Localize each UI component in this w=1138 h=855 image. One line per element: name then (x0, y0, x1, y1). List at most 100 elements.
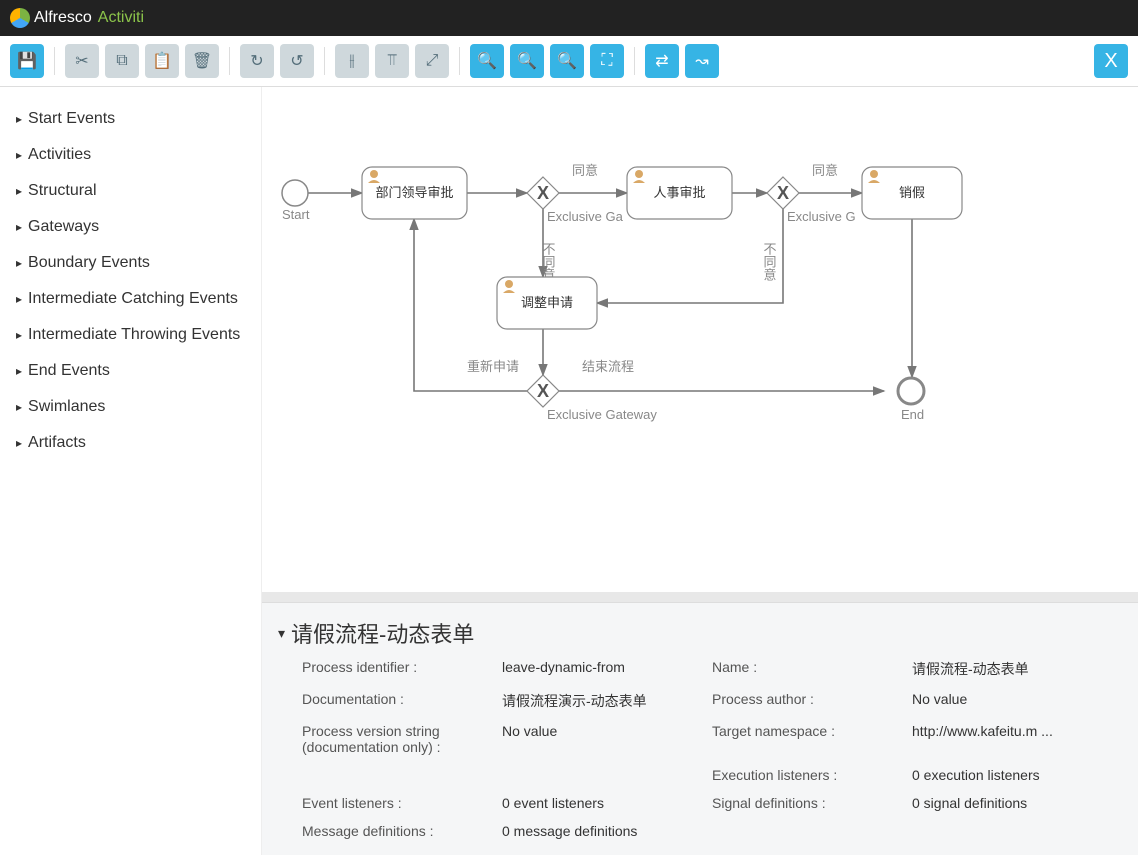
flow-label: 结束流程 (582, 359, 634, 374)
property-label: Documentation : (302, 691, 502, 711)
flow-label: 不同意 (541, 242, 556, 281)
toolbar-sep (229, 47, 230, 75)
property-label: Process author : (712, 691, 912, 711)
property-value[interactable]: No value (912, 691, 1122, 711)
property-label: Signal definitions : (712, 795, 912, 811)
paste-icon: 📋 (152, 51, 172, 71)
undo-button[interactable]: ↺ (280, 44, 314, 78)
palette-item-end-events[interactable]: End Events (10, 353, 251, 389)
cut-button[interactable]: ✂ (65, 44, 99, 78)
properties-title-text: 请假流程-动态表单 (291, 617, 474, 649)
zoom-fit-icon: ⛶ (601, 52, 612, 70)
palette-item-activities[interactable]: Activities (10, 137, 251, 173)
align-horizontal-button[interactable]: ⫪ (375, 44, 409, 78)
user-icon (505, 280, 513, 288)
morph-flow-button[interactable]: ↝ (685, 44, 719, 78)
same-size-button[interactable]: ⤢ (415, 44, 449, 78)
property-value[interactable]: 0 message definitions (502, 823, 712, 839)
palette-item-artifacts[interactable]: Artifacts (10, 425, 251, 461)
end-label: End (901, 407, 924, 422)
toolbar: 💾 ✂ ⧉ 📋 🗑 ↻ ↺ ⫲ ⫪ ⤢ 🔍 🔍 🔍 ⛶ ⇄ ↝ X (0, 36, 1138, 87)
palette-sidebar: Start EventsActivitiesStructuralGateways… (0, 87, 262, 855)
gateway-x-icon: X (537, 381, 549, 401)
start-event[interactable] (282, 180, 308, 206)
morph-flow-icon: ↝ (695, 51, 708, 71)
morph-shape-button[interactable]: ⇄ (645, 44, 679, 78)
bpmn-canvas[interactable]: 同意同意不同意不同意重新申请结束流程Start部门领导审批XExclusive … (262, 87, 1138, 592)
gateway-label: Exclusive Ga (547, 209, 624, 224)
undo-icon: ↺ (290, 51, 303, 71)
paste-button[interactable]: 📋 (145, 44, 179, 78)
zoom-in-icon: 🔍 (477, 51, 497, 71)
redo-button[interactable]: ↻ (240, 44, 274, 78)
flow-label: 重新申请 (467, 359, 519, 374)
logo-icon (10, 8, 30, 28)
property-label: Process version string (documentation on… (302, 723, 502, 755)
toolbar-sep (634, 47, 635, 75)
property-value[interactable]: leave-dynamic-from (502, 659, 712, 679)
toolbar-sep (459, 47, 460, 75)
flow-label: 不同意 (762, 242, 777, 281)
task-label: 调整申请 (521, 295, 573, 310)
morph-shape-icon: ⇄ (655, 51, 668, 71)
property-value[interactable] (502, 767, 712, 783)
property-label: Message definitions : (302, 823, 502, 839)
zoom-in-button[interactable]: 🔍 (470, 44, 504, 78)
property-value[interactable]: 0 signal definitions (912, 795, 1122, 811)
palette-item-start-events[interactable]: Start Events (10, 101, 251, 137)
user-icon (870, 170, 878, 178)
canvas-scrollbar[interactable] (262, 592, 1138, 602)
zoom-out-icon: 🔍 (517, 51, 537, 71)
gateway-x-icon: X (537, 183, 549, 203)
property-label: Execution listeners : (712, 767, 912, 783)
toolbar-sep (54, 47, 55, 75)
toolbar-sep (324, 47, 325, 75)
property-value[interactable]: 请假流程演示-动态表单 (502, 691, 712, 711)
end-event[interactable] (898, 378, 924, 404)
property-value[interactable]: No value (502, 723, 712, 755)
user-icon (370, 170, 378, 178)
copy-icon: ⧉ (116, 52, 127, 70)
zoom-fit-button[interactable]: ⛶ (590, 44, 624, 78)
delete-button[interactable]: 🗑 (185, 44, 219, 78)
property-label: Target namespace : (712, 723, 912, 755)
trash-icon: 🗑 (192, 51, 212, 71)
redo-icon: ↻ (250, 51, 263, 71)
gateway-label: Exclusive Gateway (547, 407, 657, 422)
brand-activiti: Activiti (98, 9, 144, 27)
task-label: 人事审批 (653, 185, 705, 200)
close-icon: X (1104, 50, 1117, 73)
palette-item-intermediate-catching-events[interactable]: Intermediate Catching Events (10, 281, 251, 317)
property-value[interactable]: 0 event listeners (502, 795, 712, 811)
sequence-flow[interactable] (597, 209, 783, 303)
property-label: Process identifier : (302, 659, 502, 679)
property-value[interactable]: 0 execution listeners (912, 767, 1122, 783)
close-button[interactable]: X (1094, 44, 1128, 78)
copy-button[interactable]: ⧉ (105, 44, 139, 78)
palette-item-intermediate-throwing-events[interactable]: Intermediate Throwing Events (10, 317, 251, 353)
gateway-x-icon: X (777, 183, 789, 203)
zoom-out-button[interactable]: 🔍 (510, 44, 544, 78)
user-icon (635, 170, 643, 178)
palette-item-gateways[interactable]: Gateways (10, 209, 251, 245)
zoom-reset-icon: 🔍 (557, 51, 577, 71)
palette-item-boundary-events[interactable]: Boundary Events (10, 245, 251, 281)
task-label: 销假 (899, 185, 925, 200)
property-value[interactable]: http://www.kafeitu.m ... (912, 723, 1122, 755)
flow-label: 同意 (812, 163, 838, 178)
property-label: Event listeners : (302, 795, 502, 811)
app-header: Alfresco Activiti (0, 0, 1138, 36)
property-label (712, 823, 912, 839)
cut-icon: ✂ (75, 51, 88, 71)
zoom-reset-button[interactable]: 🔍 (550, 44, 584, 78)
task-label: 部门领导审批 (375, 185, 453, 200)
property-value[interactable]: 请假流程-动态表单 (912, 659, 1122, 679)
palette-item-structural[interactable]: Structural (10, 173, 251, 209)
palette-item-swimlanes[interactable]: Swimlanes (10, 389, 251, 425)
resize-icon: ⤢ (426, 52, 439, 70)
properties-title[interactable]: 请假流程-动态表单 (278, 613, 1122, 659)
property-value[interactable] (912, 823, 1122, 839)
flow-label: 同意 (572, 163, 598, 178)
save-button[interactable]: 💾 (10, 44, 44, 78)
align-vertical-button[interactable]: ⫲ (335, 44, 369, 78)
